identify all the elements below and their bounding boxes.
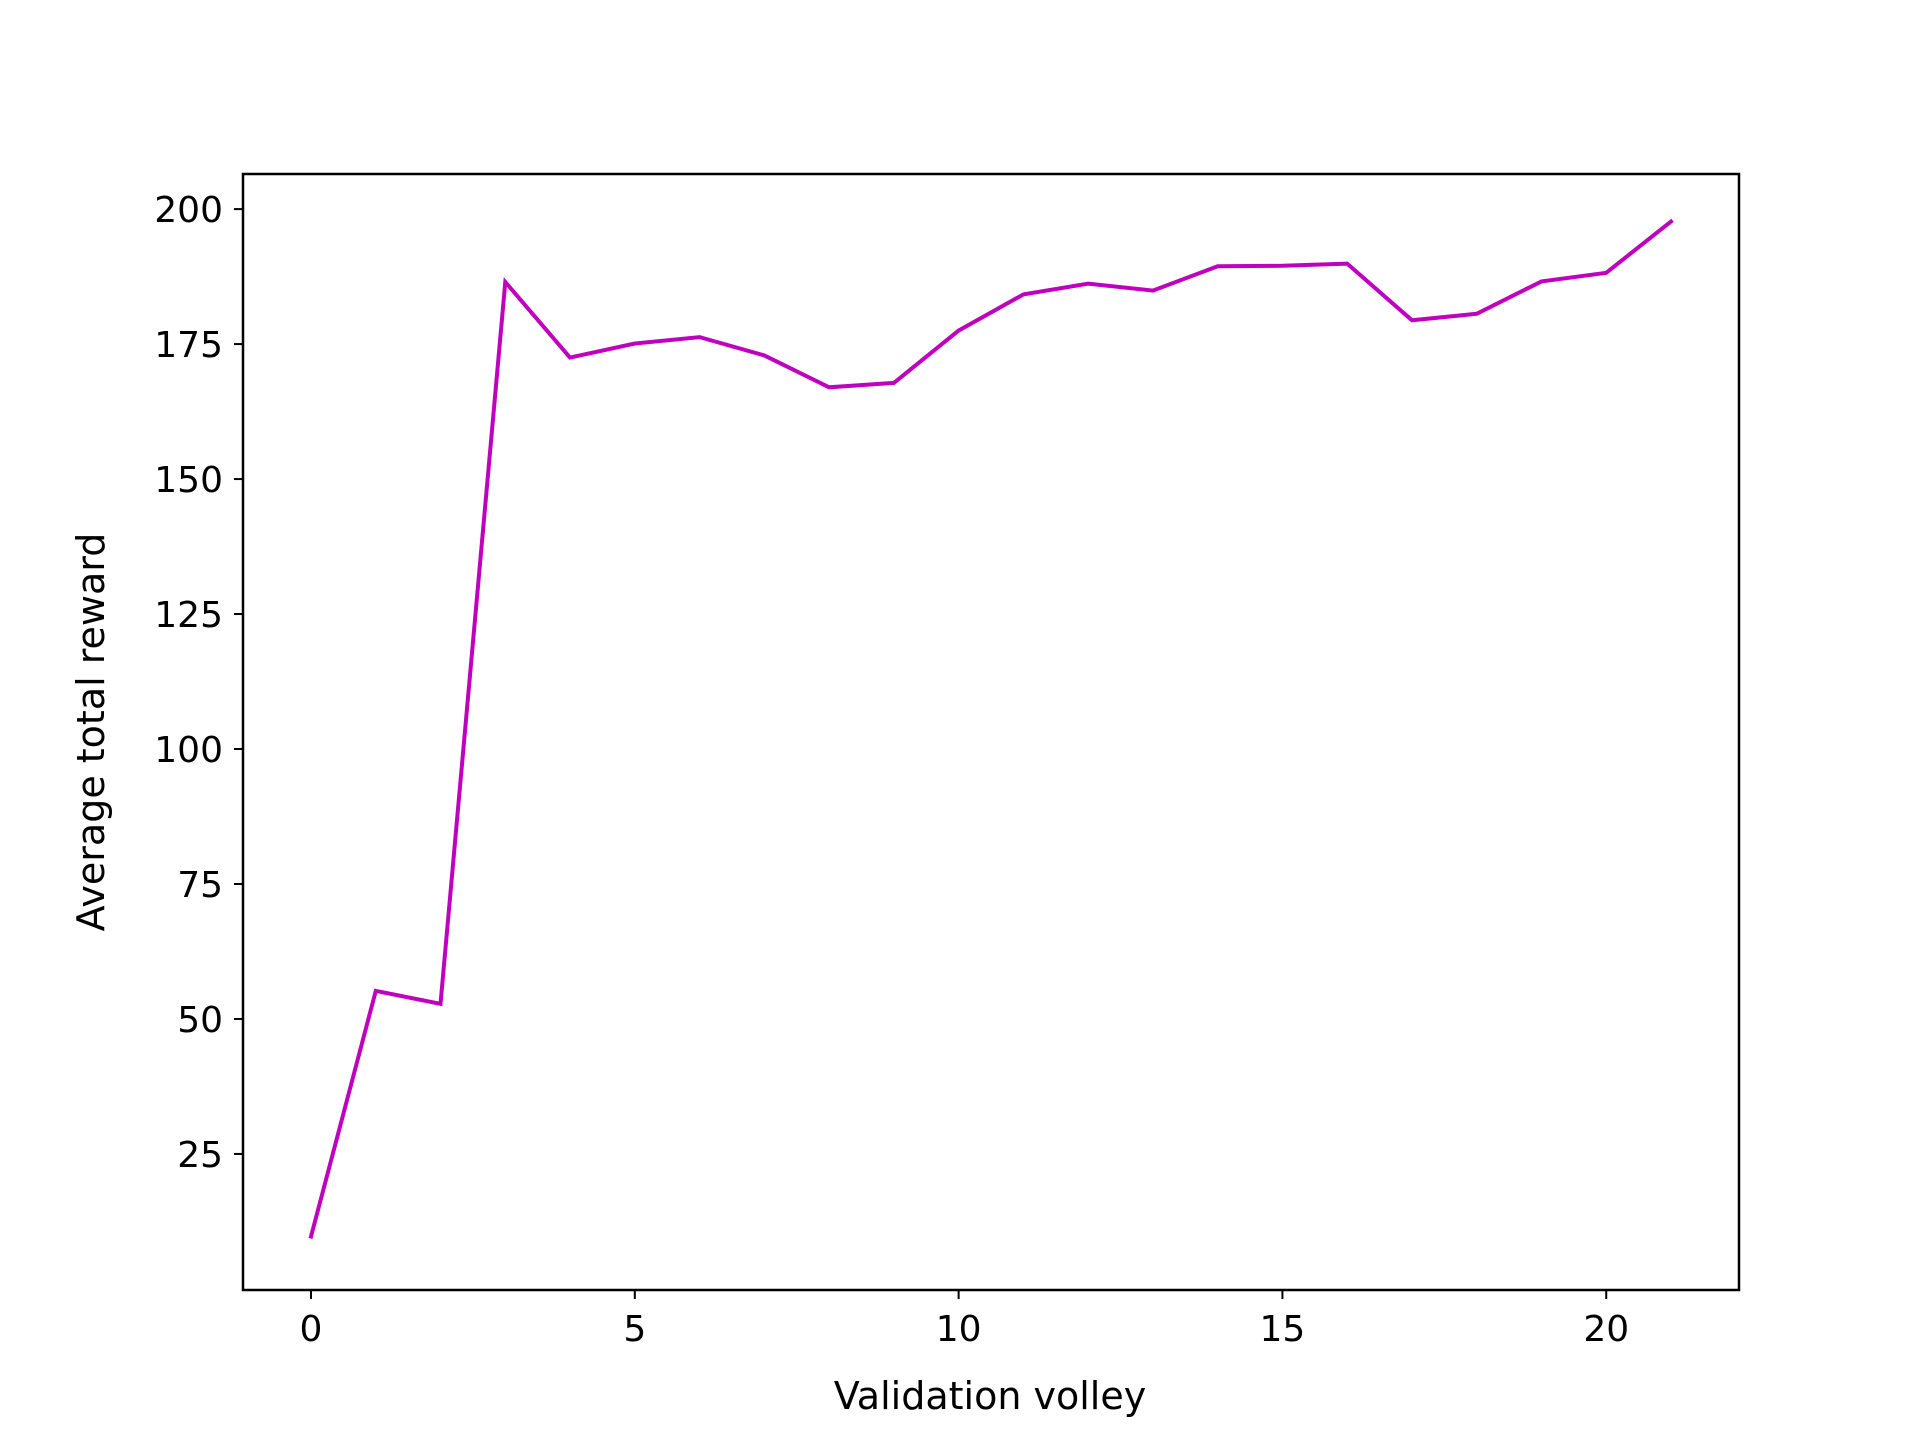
y-tick-label: 50 <box>177 1000 223 1041</box>
y-tick-label: 100 <box>154 730 223 771</box>
plot-area <box>243 174 1739 1290</box>
y-tick-label: 175 <box>154 325 223 366</box>
y-axis-ticks: 25 50 75 100 125 150 175 200 <box>154 190 243 1176</box>
y-tick-label: 125 <box>154 595 223 636</box>
y-tick-label: 150 <box>154 460 223 501</box>
x-tick-label: 0 <box>300 1309 323 1350</box>
y-tick-label: 200 <box>154 190 223 231</box>
y-tick-label: 25 <box>177 1135 223 1176</box>
x-tick-label: 20 <box>1583 1309 1629 1350</box>
y-axis-title: Average total reward <box>69 533 113 932</box>
x-axis-ticks: 0 5 10 15 20 <box>300 1290 1630 1350</box>
x-tick-label: 5 <box>623 1309 646 1350</box>
x-tick-label: 15 <box>1260 1309 1306 1350</box>
y-tick-label: 75 <box>177 865 223 906</box>
x-tick-label: 10 <box>936 1309 982 1350</box>
x-axis-title: Validation volley <box>834 1374 1146 1418</box>
